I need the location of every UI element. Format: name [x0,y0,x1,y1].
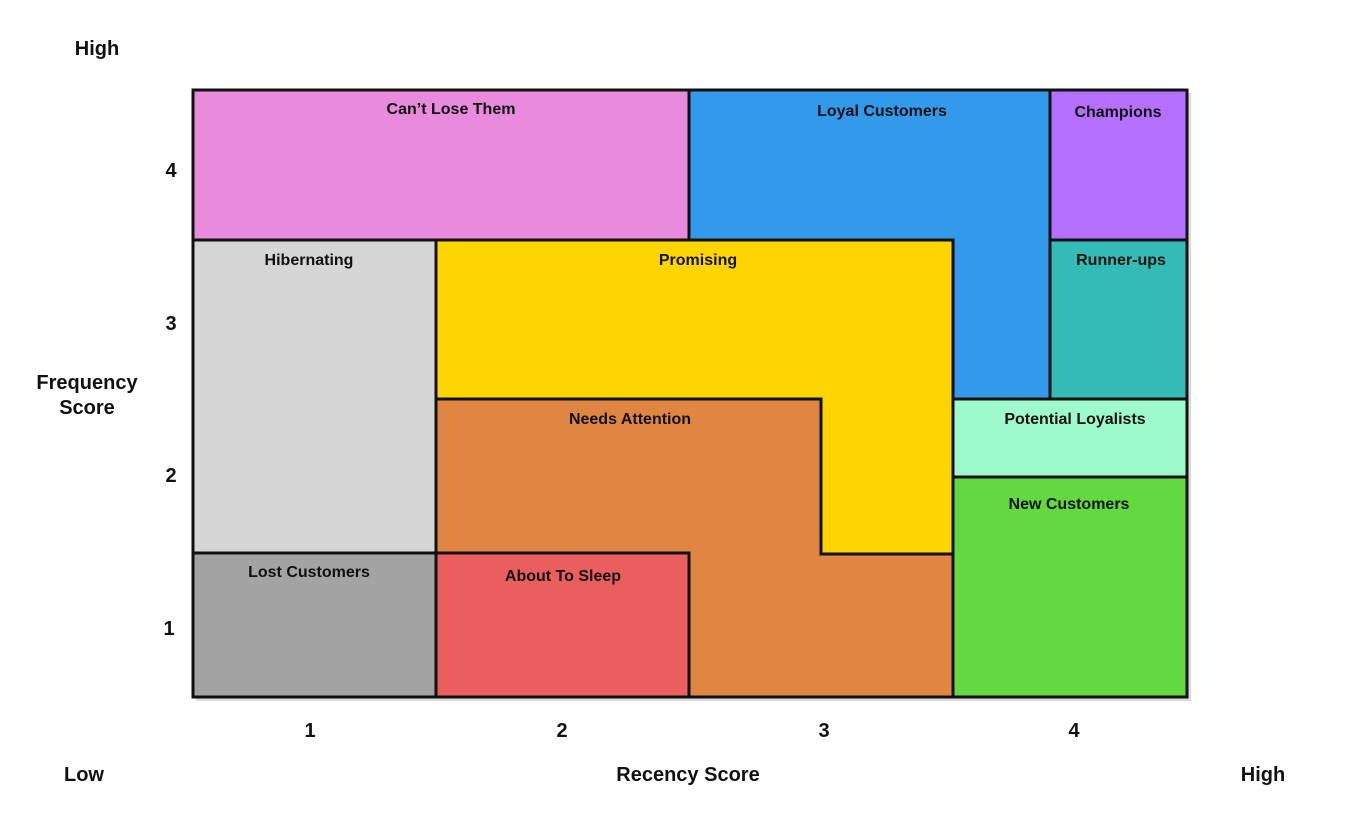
label-champions: Champions [1074,104,1161,121]
label-lost-customers: Lost Customers [248,564,370,581]
x-tick-4: 4 [1068,720,1080,742]
y-axis-high-label: High [75,38,119,60]
label-new-customers: New Customers [1009,496,1130,513]
x-tick-1: 1 [304,720,315,742]
y-tick-1: 1 [163,618,174,640]
label-loyal-customers: Loyal Customers [817,103,947,120]
x-axis-high-label: High [1241,764,1285,786]
label-cant-lose-them: Can’t Lose Them [387,101,516,118]
label-runner-ups: Runner-ups [1076,252,1166,269]
segment-about-to-sleep [434,551,691,699]
y-axis-title-line2: Score [59,397,115,419]
y-tick-4: 4 [165,160,177,182]
label-potential-loyalists: Potential Loyalists [1004,411,1145,428]
segment-new-customers [951,475,1189,699]
x-tick-3: 3 [818,720,829,742]
x-axis-low-label: Low [64,764,104,786]
x-tick-2: 2 [556,720,567,742]
label-hibernating: Hibernating [265,252,354,269]
y-tick-2: 2 [165,465,176,487]
label-promising: Promising [659,252,737,269]
segment-hibernating [191,238,438,555]
x-axis-title: Recency Score [616,764,759,786]
label-needs-attention: Needs Attention [569,411,691,428]
y-axis-title-line1: Frequency [36,372,138,394]
label-about-to-sleep: About To Sleep [505,568,621,585]
y-tick-3: 3 [165,313,176,335]
